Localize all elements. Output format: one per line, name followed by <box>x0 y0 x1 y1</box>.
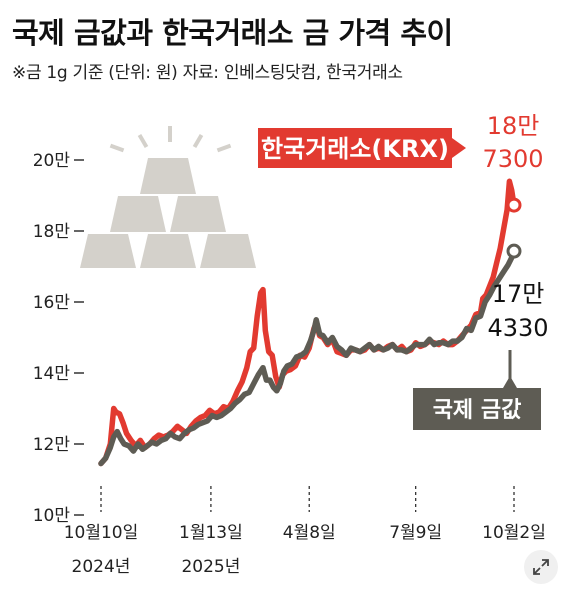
series-group <box>98 178 522 467</box>
x-axis: 10월10일 2024년 1월13일 2025년 4월8일 7월9일 10월2일 <box>64 486 546 577</box>
x-tick-label: 10월10일 <box>64 523 139 543</box>
krx-label-box <box>258 128 452 168</box>
chart-title: 국제 금값과 한국거래소 금 가격 추이 <box>12 16 453 50</box>
intl-label-pointer <box>503 376 517 388</box>
y-tick-label: 10만 <box>33 506 71 526</box>
x-tick-label: 10월2일 <box>482 523 546 543</box>
x-tick-label: 4월8일 <box>283 523 336 543</box>
krx-end-value-line1: 18만 <box>487 112 540 140</box>
expand-icon <box>533 559 549 575</box>
y-axis: 20만 18만 16만 14만 12만 10만 <box>33 151 84 526</box>
intl-end-value-line2: 4330 <box>487 314 548 342</box>
intl-end-value-line1: 17만 <box>492 280 545 308</box>
y-tick-label: 12만 <box>33 435 71 455</box>
x-tick-label: 1월13일 <box>179 523 243 543</box>
krx-series-name: 한국거래소(KRX) <box>261 135 449 163</box>
chart-subtitle: ※금 1g 기준 (단위: 원) 자료: 인베스팅닷컴, 한국거래소 <box>12 63 403 83</box>
x-tick-label: 7월9일 <box>389 523 442 543</box>
intl-end-marker <box>506 243 522 259</box>
intl-series-line <box>98 248 517 467</box>
series-labels: 한국거래소(KRX) 18만 7300 17만 4330 국제 금값 <box>258 112 549 430</box>
x-tick-year-label: 2025년 <box>181 557 240 577</box>
y-tick-label: 14만 <box>33 364 71 384</box>
gold-bars-icon <box>80 126 256 268</box>
krx-end-marker <box>506 197 522 213</box>
x-tick-year-label: 2024년 <box>72 557 131 577</box>
krx-end-value-line2: 7300 <box>482 145 543 173</box>
intl-label-box <box>413 388 541 430</box>
intl-series-name: 국제 금값 <box>433 398 522 423</box>
y-tick-label: 18만 <box>33 222 71 242</box>
y-tick-label: 20만 <box>33 151 71 171</box>
expand-button[interactable] <box>524 550 558 584</box>
krx-label-pointer <box>452 138 466 158</box>
y-tick-label: 16만 <box>33 293 71 313</box>
